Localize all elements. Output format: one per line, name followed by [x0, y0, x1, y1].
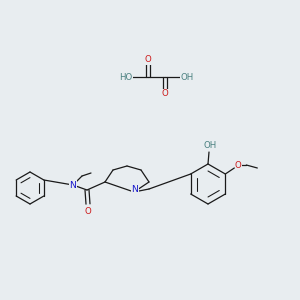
Text: O: O: [85, 206, 92, 215]
Text: O: O: [145, 56, 152, 64]
Text: N: N: [132, 185, 138, 194]
Text: O: O: [235, 160, 242, 169]
Text: O: O: [162, 89, 168, 98]
Text: HO: HO: [119, 73, 133, 82]
Text: OH: OH: [180, 73, 194, 82]
Text: N: N: [70, 181, 76, 190]
Text: OH: OH: [203, 140, 217, 149]
